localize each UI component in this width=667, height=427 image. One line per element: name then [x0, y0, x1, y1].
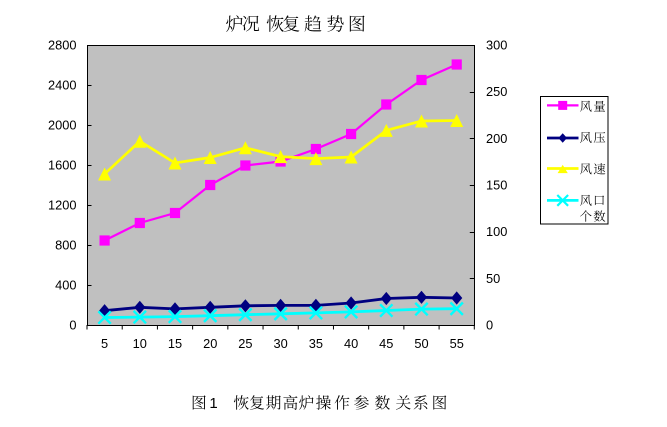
svg-text:2400: 2400 — [48, 78, 76, 93]
svg-text:5: 5 — [101, 336, 108, 351]
svg-text:20: 20 — [203, 336, 217, 351]
svg-text:150: 150 — [486, 178, 507, 193]
svg-text:25: 25 — [238, 336, 252, 351]
svg-text:100: 100 — [486, 224, 507, 239]
svg-text:45: 45 — [379, 336, 393, 351]
svg-text:400: 400 — [55, 278, 76, 293]
svg-text:35: 35 — [309, 336, 323, 351]
svg-text:50: 50 — [414, 336, 428, 351]
svg-text:10: 10 — [133, 336, 147, 351]
svg-text:2000: 2000 — [48, 118, 76, 133]
svg-text:15: 15 — [168, 336, 182, 351]
svg-text:0: 0 — [69, 318, 76, 333]
svg-text:2800: 2800 — [48, 38, 76, 53]
svg-text:1: 1 — [209, 395, 217, 412]
svg-text:1200: 1200 — [48, 198, 76, 213]
svg-text:50: 50 — [486, 271, 500, 286]
svg-text:30: 30 — [273, 336, 287, 351]
svg-text:800: 800 — [55, 238, 76, 253]
svg-text:0: 0 — [486, 318, 493, 333]
svg-text:40: 40 — [344, 336, 358, 351]
svg-text:55: 55 — [450, 336, 464, 351]
svg-text:1600: 1600 — [48, 158, 76, 173]
svg-text:200: 200 — [486, 131, 507, 146]
svg-text:300: 300 — [486, 38, 507, 53]
svg-text:250: 250 — [486, 84, 507, 99]
